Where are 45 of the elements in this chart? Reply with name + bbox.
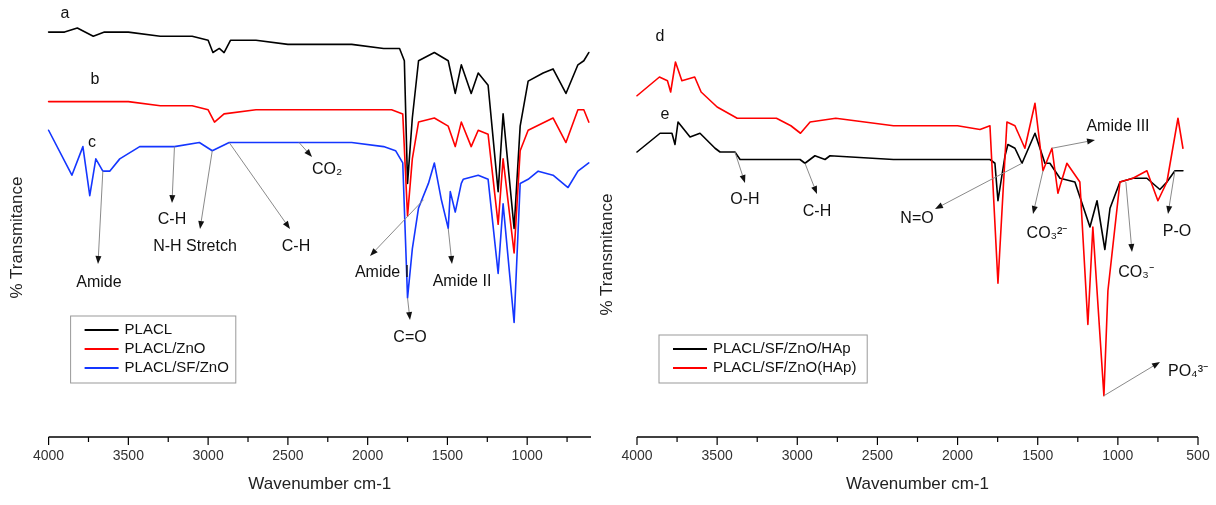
- annotation: N=O: [900, 209, 934, 227]
- annotation: Amide III: [1086, 117, 1150, 135]
- x-tick-label: 2000: [352, 447, 384, 463]
- annotation: CO₃²⁻: [1026, 224, 1068, 242]
- annotation: C-H: [157, 210, 187, 228]
- annotation: C-H: [281, 237, 311, 255]
- annotation: Amide II: [432, 272, 492, 290]
- y-axis-title: % Transmitance: [597, 193, 616, 316]
- annotation: Amide: [76, 273, 122, 291]
- annotation: PO₄³⁻: [1168, 362, 1208, 380]
- annotation: N-H Stretch: [153, 237, 237, 255]
- text: d: [655, 27, 665, 45]
- legend-label: PLACL/ZnO: [124, 338, 206, 356]
- text: a: [60, 4, 70, 22]
- x-axis-title: Wavenumber cm-1: [248, 474, 392, 493]
- x-tick-label: 2500: [272, 447, 304, 463]
- x-tick-label: 1000: [511, 447, 543, 463]
- annotation: CO₃⁻: [1118, 263, 1154, 281]
- x-tick-label: 1500: [431, 447, 464, 463]
- x-tick-label: 3500: [112, 447, 145, 463]
- x-tick-label: 3500: [701, 447, 733, 463]
- x-tick-label: 3000: [781, 447, 814, 463]
- annotation: C-H: [802, 202, 832, 220]
- x-tick-label: 2000: [941, 447, 974, 463]
- x-tick-label: 500: [1186, 447, 1210, 463]
- legend-label: PLACL/SF/ZnO: [124, 357, 229, 375]
- annotation: C=O: [393, 328, 427, 346]
- annotation: b: [90, 70, 100, 88]
- legend-label: PLACL/SF/ZnO(HAp): [713, 357, 857, 375]
- annotation: O-H: [730, 190, 760, 208]
- x-tick-label: 4000: [621, 447, 653, 463]
- annotation: Amide I: [354, 263, 410, 281]
- legend-label: PLACL/SF/ZnO/HAp: [713, 338, 851, 356]
- x-tick-label: 2500: [861, 447, 894, 463]
- x-tick-label: 3000: [192, 447, 224, 463]
- annotation: e: [660, 105, 670, 123]
- x-axis-title: Wavenumber cm-1: [846, 474, 989, 493]
- annotation: P-O: [1162, 222, 1192, 240]
- annotation: CO₂: [311, 160, 343, 178]
- legend-label: PLACL: [124, 319, 173, 337]
- x-tick-label: 1000: [1102, 447, 1134, 463]
- x-tick-label: 1500: [1022, 447, 1054, 463]
- x-tick-label: 4000: [33, 447, 65, 463]
- annotation: c: [88, 133, 96, 151]
- y-axis-title: % Transmitance: [7, 176, 26, 299]
